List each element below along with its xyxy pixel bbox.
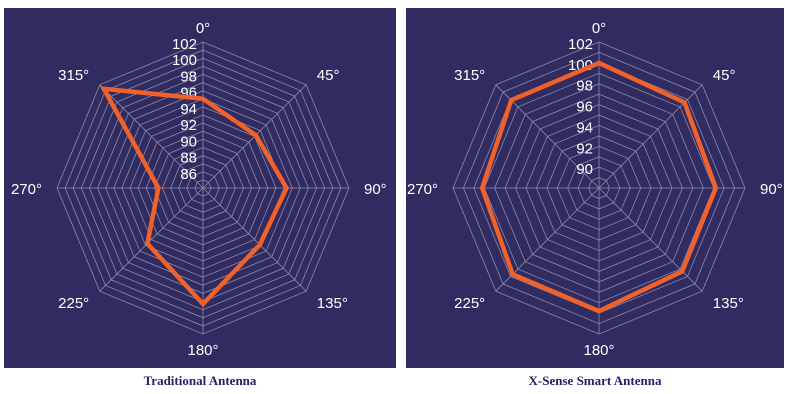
data-point [101,86,106,91]
angle-label: 270° [11,181,42,198]
grid-spoke [99,187,204,292]
radial-tick-label: 92 [576,140,593,157]
data-point [480,186,485,190]
angle-label: 90° [364,181,387,198]
angle-label: 45° [713,67,736,84]
grid-spoke [202,187,307,292]
angle-label: 180° [187,342,218,359]
angle-label: 225° [58,295,89,312]
angle-label: 315° [454,67,485,84]
angle-label: 270° [407,181,438,198]
radial-tick-label: 86 [180,166,197,183]
grid-spoke [495,84,600,189]
traditional-antenna-chart: 86 88 90 92 94 96 98 100 102 0° 45° 90° 135° 180° 225°… [4,8,396,368]
data-point [597,309,601,314]
radial-tick-label: 102 [172,36,197,53]
angle-label: 45° [317,67,340,84]
data-point [284,186,289,190]
data-point [713,186,718,190]
data-point [597,60,601,65]
data-point [201,302,205,306]
grid-spoke [598,187,703,292]
data-point [680,269,685,274]
radial-tick-label: 98 [576,78,593,95]
radial-tick-label: 96 [576,99,593,116]
radial-tick-label: 102 [568,36,593,53]
data-point [145,241,150,246]
radial-tick-label: 94 [576,119,593,136]
radial-tick-label: 94 [180,101,197,118]
data-point [156,186,161,190]
data-point [682,100,687,105]
angle-label: 90° [760,181,783,198]
radial-tick-label: 100 [172,52,197,69]
traditional-antenna-caption: Traditional Antenna [143,373,257,388]
data-point [253,133,258,138]
data-point [510,272,515,277]
smart-antenna-caption: X-Sense Smart Antenna [528,373,662,388]
angle-label: 315° [58,67,89,84]
data-point [509,98,514,103]
radial-tick-label: 90 [576,161,593,178]
data-point [201,96,205,101]
traditional-antenna-radar: 868890929496981001020°45°90°135°180°225°… [11,20,387,359]
smart-antenna-chart: 90 92 94 96 98 100 102 0° 45° 90° 135° 180° 225° 270°… [406,8,784,368]
angle-label: 0° [196,20,210,37]
angle-label: 225° [454,295,485,312]
smart-antenna-radar: 90929496981001020°45°90°135°180°225°270°… [407,20,783,359]
angle-label: 0° [592,20,606,37]
angle-label: 180° [583,342,614,359]
radial-tick-label: 98 [180,68,197,85]
data-point [257,242,262,247]
radial-tick-label: 88 [180,150,197,167]
angle-label: 135° [713,295,744,312]
grid-spoke [99,84,204,189]
angle-label: 135° [317,295,348,312]
radial-tick-label: 90 [180,133,197,150]
radial-tick-label: 92 [180,117,197,134]
